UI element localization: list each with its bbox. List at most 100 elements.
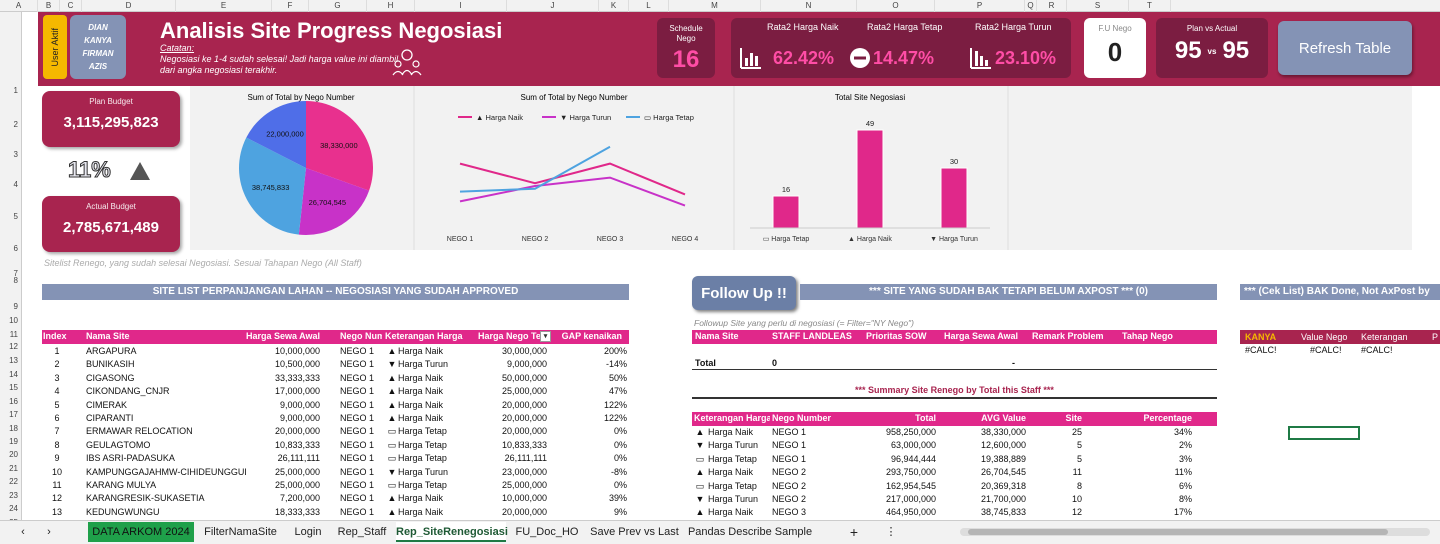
column-letter[interactable]: T [1129,0,1171,12]
column-letter[interactable]: C [60,0,82,12]
row-number[interactable]: 22 [9,477,18,486]
col-keterangan-harga[interactable]: Keterangan Harga [385,331,463,341]
table-row[interactable]: 4 CIKONDANG_CNJR 17,000,000 NEGO 1 ▲ Harga Na… [42,385,629,398]
scrollbar-thumb[interactable] [968,529,1388,535]
col-harga-nego[interactable]: Harga Nego Ter [478,331,540,341]
row-number[interactable]: 10 [9,316,18,325]
follow-up-button[interactable]: Follow Up !! [692,276,796,310]
column-letter[interactable]: Q [1025,0,1037,12]
row-number[interactable]: 15 [9,383,18,392]
row-number[interactable]: 8 [13,276,18,285]
col-tahap-nego[interactable]: Tahap Nego [1122,331,1173,341]
calc-cell[interactable]: #CALC! [1310,345,1342,355]
table-row[interactable]: 13 KEDUNGWUNGU 18,333,333 NEGO 1 ▲ Harga Naik… [42,506,629,519]
add-sheet-icon[interactable]: + [849,524,859,540]
table-row[interactable]: ▼ Harga Turun NEGO 2 217,000,000 21,700,000 1… [692,493,1217,506]
row-number[interactable]: 17 [9,410,18,419]
table-row[interactable]: 7 ERMAWAR RELOCATION 20,000,000 NEGO 1 ▭ Harg… [42,425,629,438]
row-number[interactable]: 7 [13,269,18,278]
column-letter[interactable]: L [629,0,669,12]
calc-cell[interactable]: #CALC! [1245,345,1277,355]
table-row[interactable]: 1 ARGAPURA 10,000,000 NEGO 1 ▲ Harga Naik 30,0… [42,345,629,358]
column-letter[interactable]: F [272,0,309,12]
selected-cell[interactable] [1288,426,1360,440]
col-nego-number[interactable]: Nego Number [772,413,832,423]
column-letter[interactable]: A [0,0,38,12]
column-letter[interactable]: D [82,0,176,12]
col-keterangan[interactable]: Keterangan [1361,332,1408,342]
table-row[interactable]: 2 BUNIKASIH 10,500,000 NEGO 1 ▼ Harga Turun 9,… [42,358,629,371]
column-letter[interactable]: K [599,0,629,12]
table-row[interactable]: 6 CIPARANTI 9,000,000 NEGO 1 ▲ Harga Naik 20,0… [42,412,629,425]
col-keterangan-harga[interactable]: Keterangan Harga [694,413,770,423]
col-harga-sewa-awal[interactable]: Harga Sewa Awal [944,331,1019,341]
active-user-list[interactable]: DIAN KANYA FIRMAN AZIS [70,15,126,79]
col-p[interactable]: P [1432,332,1439,342]
row-number[interactable]: 14 [9,370,18,379]
row-number[interactable]: 21 [9,464,18,473]
row-number[interactable]: 19 [9,437,18,446]
table-row[interactable]: ▭ Harga Tetap NEGO 1 96,944,444 19,388,889 5 3… [692,453,1217,466]
table-row[interactable]: 5 CIMERAK 9,000,000 NEGO 1 ▲ Harga Naik 20,000… [42,399,629,412]
horizontal-scrollbar[interactable] [960,528,1430,536]
row-number[interactable]: 18 [9,424,18,433]
col-remark-problem[interactable]: Remark Problem [1032,331,1104,341]
column-letter[interactable]: M [669,0,761,12]
col-avg-value[interactable]: AVG Value [981,413,1026,423]
sheet-tab[interactable]: FU_Doc_HO [515,526,579,538]
table-row[interactable]: 8 GEULAGTOMO 10,833,333 NEGO 1 ▭ Harga Tetap 1… [42,439,629,452]
more-options-icon[interactable]: ⋮ [885,526,897,538]
sheet-tab[interactable]: Login [294,526,322,538]
col-site[interactable]: Site [1065,413,1082,423]
col-harga-sewa-awal[interactable]: Harga Sewa Awal [245,331,320,341]
column-letter[interactable]: E [176,0,272,12]
sheet-tab[interactable]: Rep_SiteRenegosiasi [396,522,508,542]
column-letter[interactable]: O [857,0,935,12]
row-number[interactable]: 4 [13,180,18,189]
column-letter[interactable]: P [935,0,1025,12]
row-number[interactable]: 2 [13,120,18,129]
table-row[interactable]: ▼ Harga Turun NEGO 1 63,000,000 12,600,000 5 2… [692,439,1217,452]
row-number[interactable]: 9 [13,302,18,311]
table-row[interactable]: 11 KARANG MULYA 25,000,000 NEGO 1 ▭ Harga Tet… [42,479,629,492]
row-number[interactable]: 24 [9,504,18,513]
col-nama-site[interactable]: Nama Site [86,331,130,341]
tab-scroll-right-icon[interactable]: › [47,526,51,538]
row-number[interactable]: 1 [13,86,18,95]
sheet-tab[interactable]: FilterNamaSite [204,526,277,538]
column-letter[interactable]: J [507,0,599,12]
table-row[interactable]: 10 KAMPUNGGAJAHMW-CIHIDEUNGGUDAN 25,000,00… [42,466,629,479]
table-row[interactable]: ▭ Harga Tetap NEGO 2 162,954,545 20,369,318 8… [692,480,1217,493]
row-number[interactable]: 12 [9,342,18,351]
table-row[interactable]: ▲ Harga Naik NEGO 3 464,950,000 38,745,833 12… [692,506,1217,519]
col-percentage[interactable]: Percentage [1143,413,1192,423]
row-number[interactable]: 6 [13,244,18,253]
row-number[interactable]: 3 [13,150,18,159]
col-kanya[interactable]: KANYA [1245,332,1277,342]
col-staff-landlease[interactable]: STAFF LANDLEASE [772,331,852,341]
col-total[interactable]: Total [915,413,936,423]
filter-dropdown-icon[interactable]: ▾ [540,331,551,342]
row-number[interactable]: 16 [9,397,18,406]
column-letter[interactable]: I [415,0,507,12]
sheet-tab[interactable]: Rep_Staff [337,526,387,538]
table-row[interactable]: 3 CIGASONG 33,333,333 NEGO 1 ▲ Harga Naik 50,0… [42,372,629,385]
col-nego-num[interactable]: Nego Num [340,331,382,341]
column-letter[interactable]: G [309,0,367,12]
column-letter[interactable]: R [1037,0,1067,12]
column-letter[interactable]: B [38,0,60,12]
row-number[interactable]: 23 [9,491,18,500]
row-number[interactable]: 11 [9,330,18,339]
column-letter[interactable]: N [761,0,857,12]
table-row[interactable]: 9 IBS ASRI-PADASUKA 26,111,111 NEGO 1 ▭ Harga… [42,452,629,465]
sheet-tab[interactable]: DATA ARKOM 2024 [88,522,194,542]
tab-scroll-left-icon[interactable]: ‹ [21,526,25,538]
calc-cell[interactable]: #CALC! [1361,345,1393,355]
col-value-nego[interactable]: Value Nego [1301,332,1348,342]
col-nama-site[interactable]: Nama Site [695,331,739,341]
table-row[interactable]: ▲ Harga Naik NEGO 1 958,250,000 38,330,000 25… [692,426,1217,439]
sheet-tab[interactable]: Save Prev vs Last [590,526,679,538]
col-gap-kenaikan[interactable]: GAP kenaikan [561,331,622,341]
column-letter[interactable]: H [367,0,415,12]
table-row[interactable]: ▲ Harga Naik NEGO 2 293,750,000 26,704,545 11… [692,466,1217,479]
